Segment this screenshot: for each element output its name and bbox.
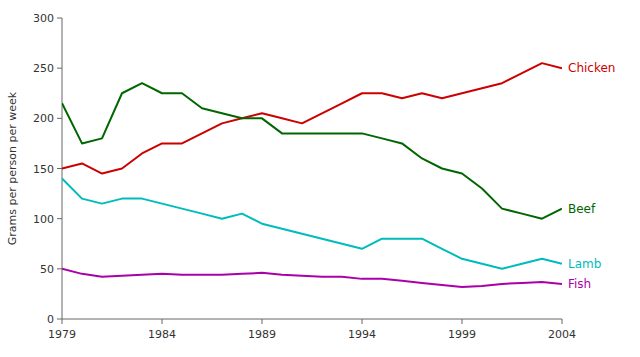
x-tick-label: 1979	[48, 328, 76, 341]
series-label: Lamb	[568, 257, 601, 271]
series-line	[62, 179, 562, 269]
y-tick	[57, 319, 62, 320]
x-axis-line	[62, 319, 562, 320]
y-tick-label: 150	[33, 163, 54, 176]
x-tick-label: 1999	[448, 328, 476, 341]
x-tick	[562, 319, 563, 324]
series-label: Beef	[568, 202, 596, 216]
chart-svg: 0 50 100 150 200 250 300 1979 1984 1989 1994 1999 20…	[0, 0, 640, 357]
y-tick-label: 300	[33, 12, 54, 25]
x-tick-label: 1984	[148, 328, 176, 341]
chart-container: 0 50 100 150 200 250 300 1979 1984 1989 1994 1999 20…	[0, 0, 640, 357]
series-line	[62, 269, 562, 287]
lines	[62, 63, 562, 287]
x-tick	[462, 319, 463, 324]
x-tick	[362, 319, 363, 324]
y-tick-label: 50	[40, 263, 54, 276]
x-axis: 1979 1984 1989 1994 1999 2004	[48, 319, 576, 341]
y-axis-label: Grams per person per week	[6, 91, 19, 245]
x-tick	[262, 319, 263, 324]
x-tick-label: 1994	[348, 328, 376, 341]
series-labels: Chicken Beef Lamb Fish	[568, 61, 615, 291]
y-axis: 0 50 100 150 200 250 300	[33, 12, 62, 326]
y-tick-label: 250	[33, 62, 54, 75]
x-tick	[62, 319, 63, 324]
series-line	[62, 63, 562, 173]
x-tick	[162, 319, 163, 324]
series-label: Chicken	[568, 61, 615, 75]
y-tick-label: 100	[33, 213, 54, 226]
y-tick	[57, 218, 62, 219]
x-tick-label: 1989	[248, 328, 276, 341]
y-tick	[57, 168, 62, 169]
y-tick	[57, 68, 62, 69]
y-tick	[57, 118, 62, 119]
y-tick	[57, 268, 62, 269]
y-tick-label: 0	[47, 313, 54, 326]
y-tick	[57, 18, 62, 19]
y-tick-label: 200	[33, 112, 54, 125]
x-tick-label: 2004	[548, 328, 576, 341]
series-label: Fish	[568, 277, 591, 291]
